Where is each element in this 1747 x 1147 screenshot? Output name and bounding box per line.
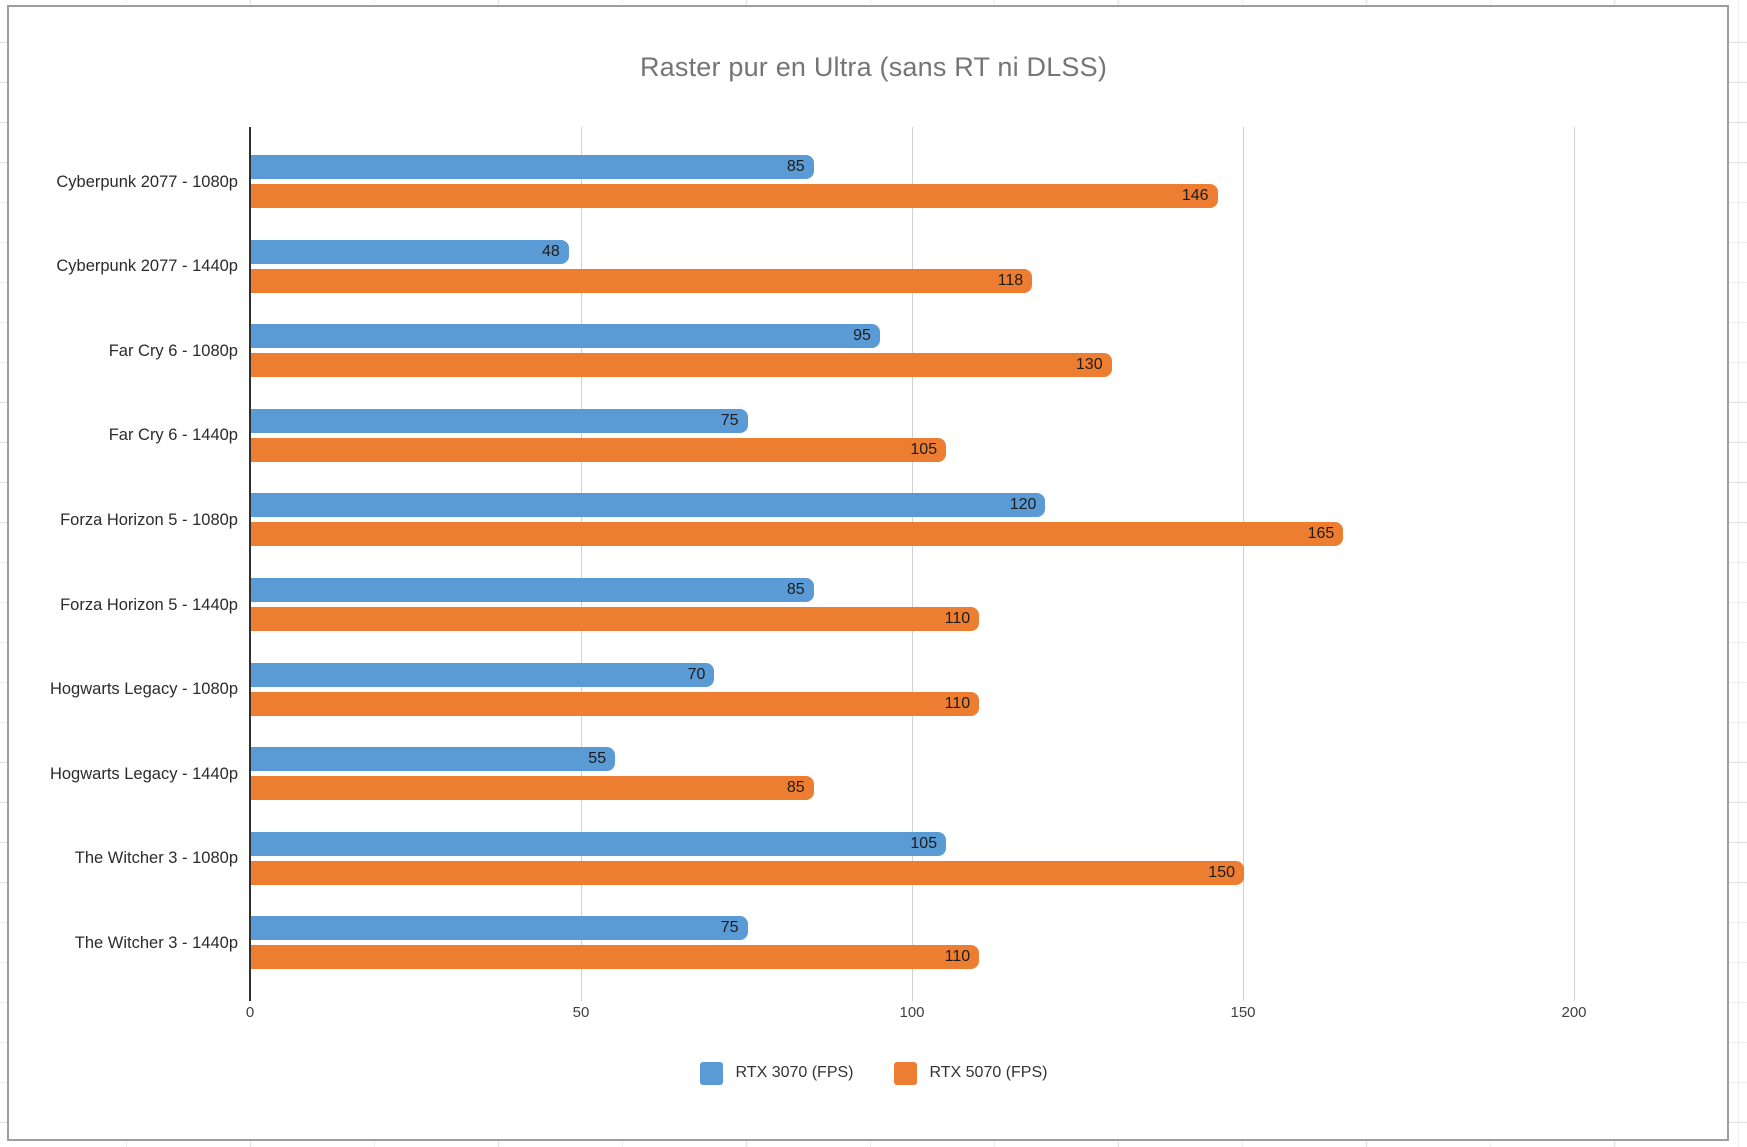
- data-label: 110: [944, 694, 971, 712]
- data-label: 75: [720, 919, 739, 937]
- data-label: 130: [1075, 356, 1103, 374]
- bar-rtx-3070-fps[interactable]: 55: [251, 747, 616, 772]
- bar-rtx-5070-fps[interactable]: 118: [251, 268, 1033, 293]
- x-axis-tick-label: 50: [572, 1004, 590, 1021]
- category-label: Far Cry 6 - 1080p: [108, 341, 238, 360]
- bar-rtx-3070-fps[interactable]: 70: [251, 662, 715, 687]
- gridline: [1243, 127, 1244, 1001]
- bar-rtx-5070-fps[interactable]: 165: [251, 522, 1344, 547]
- chart-legend: RTX 3070 (FPS) RTX 5070 (FPS): [0, 1060, 1747, 1086]
- bar-rtx-5070-fps[interactable]: 130: [251, 353, 1112, 378]
- legend-label: RTX 5070 (FPS): [929, 1064, 1048, 1081]
- data-label: 48: [541, 242, 560, 260]
- data-label: 146: [1181, 187, 1209, 204]
- data-label: 75: [720, 411, 739, 429]
- bar-rtx-5070-fps[interactable]: 110: [251, 691, 980, 716]
- category-label: Forza Horizon 5 - 1080p: [60, 510, 238, 529]
- bar-rtx-3070-fps[interactable]: 120: [251, 493, 1046, 518]
- category-label: Forza Horizon 5 - 1440p: [60, 595, 238, 614]
- legend-swatch-icon: [699, 1061, 723, 1085]
- bar-rtx-3070-fps[interactable]: 48: [251, 239, 569, 264]
- data-label: 110: [944, 610, 971, 627]
- data-label: 105: [910, 834, 938, 852]
- category-label: Far Cry 6 - 1440p: [108, 426, 238, 445]
- bar-rtx-5070-fps[interactable]: 85: [251, 776, 814, 801]
- category-label: The Witcher 3 - 1080p: [74, 849, 238, 868]
- legend-item-rtx-3070-fps[interactable]: RTX 3070 (FPS): [699, 1061, 854, 1085]
- bar-rtx-5070-fps[interactable]: 110: [251, 607, 980, 631]
- bar-rtx-3070-fps[interactable]: 85: [251, 155, 814, 179]
- data-label: 55: [588, 750, 607, 768]
- legend-label: RTX 3070 (FPS): [735, 1064, 854, 1081]
- x-axis-tick-label: 100: [899, 1004, 925, 1021]
- category-label: Cyberpunk 2077 - 1080p: [56, 172, 238, 191]
- bar-rtx-5070-fps[interactable]: 105: [251, 437, 947, 462]
- x-axis-tick-label: 150: [1230, 1004, 1256, 1021]
- x-axis-tick-label: 0: [245, 1004, 255, 1021]
- category-label: Hogwarts Legacy - 1080p: [49, 680, 238, 699]
- data-label: 85: [786, 581, 805, 598]
- category-label: Cyberpunk 2077 - 1440p: [56, 257, 238, 276]
- data-label: 105: [910, 440, 938, 458]
- legend-item-rtx-5070-fps[interactable]: RTX 5070 (FPS): [893, 1061, 1048, 1085]
- bar-rtx-3070-fps[interactable]: 105: [251, 831, 947, 856]
- bar-rtx-3070-fps[interactable]: 85: [251, 578, 814, 602]
- category-label: The Witcher 3 - 1440p: [74, 933, 238, 952]
- data-label: 118: [997, 271, 1024, 289]
- x-axis-tick-label: 200: [1561, 1004, 1587, 1021]
- gridline: [1574, 127, 1575, 1001]
- bar-rtx-5070-fps[interactable]: 146: [251, 184, 1218, 208]
- chart-title[interactable]: Raster pur en Ultra (sans RT ni DLSS): [639, 52, 1108, 82]
- data-label: 95: [853, 327, 871, 345]
- value-axis-line: [249, 127, 251, 1001]
- bar-rtx-3070-fps[interactable]: 75: [251, 916, 748, 941]
- bar-rtx-3070-fps[interactable]: 75: [251, 408, 748, 433]
- data-label: 120: [1009, 496, 1037, 514]
- category-label: Hogwarts Legacy - 1440p: [49, 764, 238, 783]
- data-label: 110: [944, 948, 971, 966]
- legend-swatch-icon: [893, 1061, 917, 1085]
- gridline: [581, 127, 582, 1001]
- data-label: 70: [687, 665, 706, 683]
- data-label: 165: [1307, 525, 1335, 543]
- data-label: 85: [786, 779, 805, 797]
- data-label: 150: [1208, 863, 1235, 881]
- bar-rtx-5070-fps[interactable]: 110: [251, 945, 980, 970]
- gridline: [912, 127, 913, 1001]
- bar-rtx-3070-fps[interactable]: 95: [251, 324, 880, 349]
- bar-rtx-5070-fps[interactable]: 150: [251, 860, 1244, 885]
- data-label: 85: [786, 158, 805, 175]
